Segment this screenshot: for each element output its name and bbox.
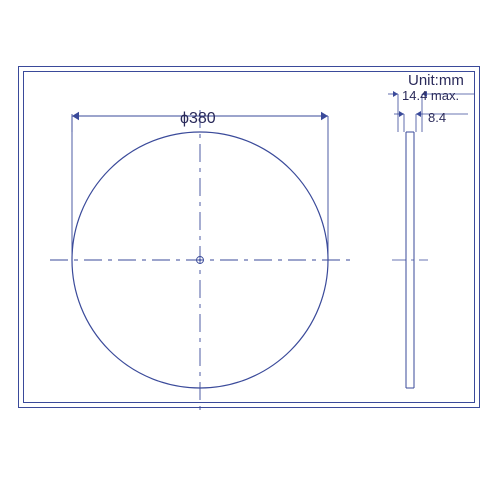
unit-label: Unit:mm [408, 72, 464, 89]
drawing-canvas: Unit:mm ϕ380 14.4 max. 8.4 [0, 0, 500, 500]
thickness-inner-label: 8.4 [428, 110, 446, 125]
thickness-outer-label: 14.4 max. [402, 88, 459, 103]
diameter-label: ϕ380 [180, 110, 216, 128]
